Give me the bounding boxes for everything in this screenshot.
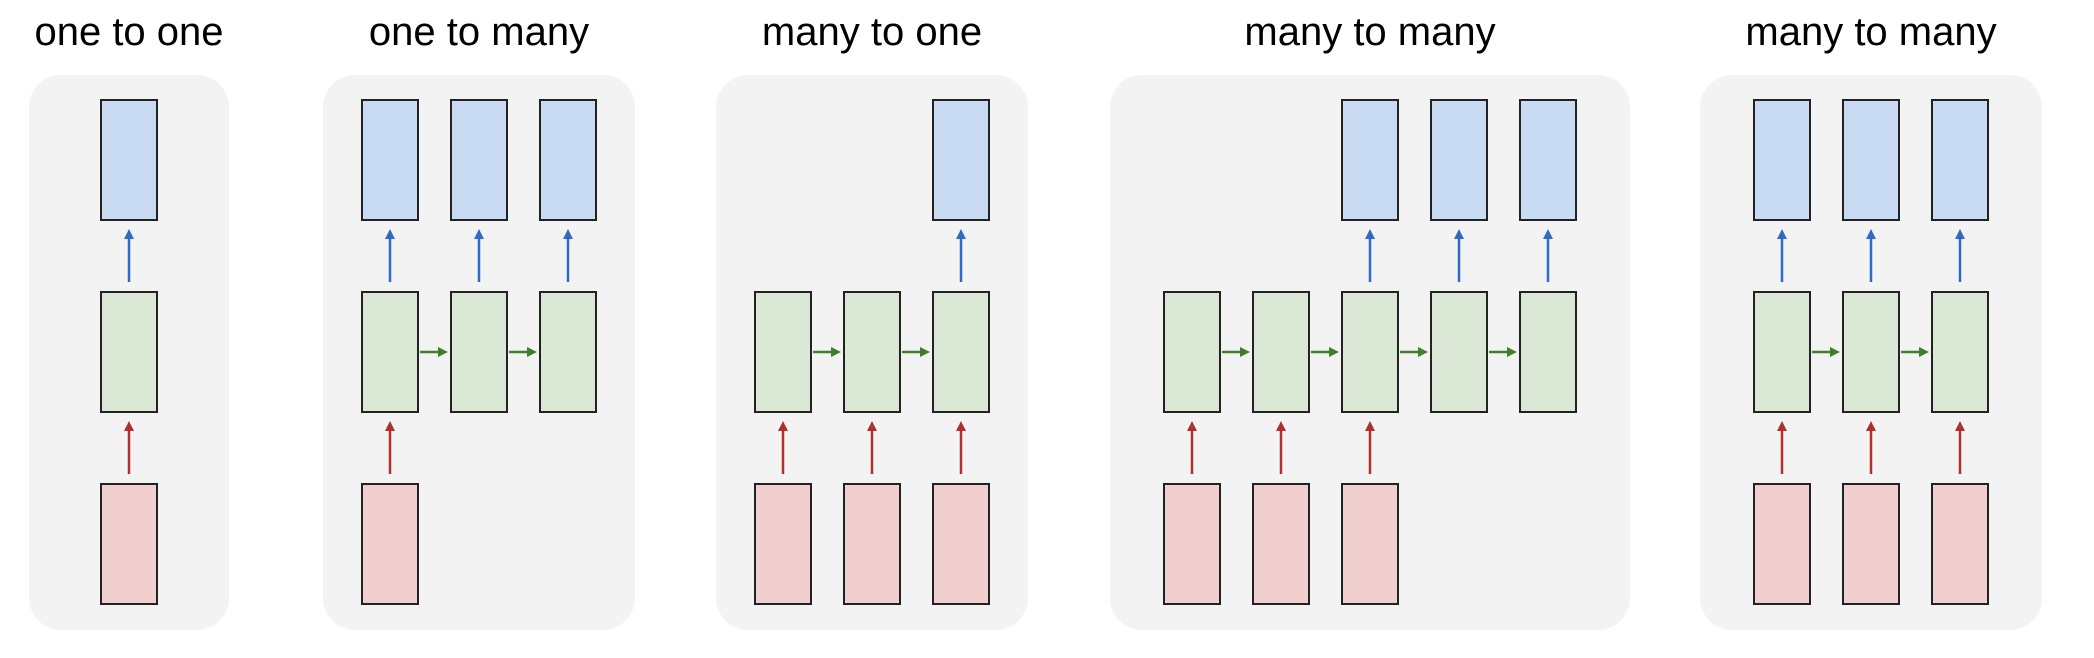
hidden-state-box	[1753, 291, 1811, 413]
hidden-state-box	[843, 291, 901, 413]
output-box	[539, 99, 597, 221]
panel-title: one to many	[368, 10, 590, 54]
hidden-state-box	[754, 291, 812, 413]
input-box	[843, 483, 901, 605]
hidden-state-box	[539, 291, 597, 413]
output-box	[1931, 99, 1989, 221]
output-box	[1519, 99, 1577, 221]
input-box	[1753, 483, 1811, 605]
output-box	[361, 99, 419, 221]
output-box	[1341, 99, 1399, 221]
hidden-state-box	[100, 291, 158, 413]
input-box	[1163, 483, 1221, 605]
hidden-state-box	[1341, 291, 1399, 413]
output-box	[450, 99, 508, 221]
hidden-state-box	[1931, 291, 1989, 413]
output-box	[1753, 99, 1811, 221]
panel-title: many to one	[761, 10, 983, 54]
input-box	[754, 483, 812, 605]
hidden-state-box	[1842, 291, 1900, 413]
hidden-state-box	[1519, 291, 1577, 413]
hidden-state-box	[450, 291, 508, 413]
panel-title: many to many	[1244, 10, 1496, 54]
input-box	[932, 483, 990, 605]
hidden-state-box	[1163, 291, 1221, 413]
panel-1	[29, 75, 229, 630]
hidden-state-box	[932, 291, 990, 413]
hidden-state-box	[1430, 291, 1488, 413]
input-box	[1931, 483, 1989, 605]
output-box	[932, 99, 990, 221]
hidden-state-box	[361, 291, 419, 413]
output-box	[1430, 99, 1488, 221]
output-box	[1842, 99, 1900, 221]
panel-4	[1110, 75, 1630, 630]
panel-2	[323, 75, 635, 630]
panel-title: one to one	[34, 10, 224, 54]
output-box	[100, 99, 158, 221]
input-box	[361, 483, 419, 605]
input-box	[1341, 483, 1399, 605]
panel-3	[716, 75, 1028, 630]
panel-title: many to many	[1745, 10, 1997, 54]
panel-5	[1700, 75, 2042, 630]
hidden-state-box	[1252, 291, 1310, 413]
input-box	[1252, 483, 1310, 605]
input-box	[1842, 483, 1900, 605]
input-box	[100, 483, 158, 605]
